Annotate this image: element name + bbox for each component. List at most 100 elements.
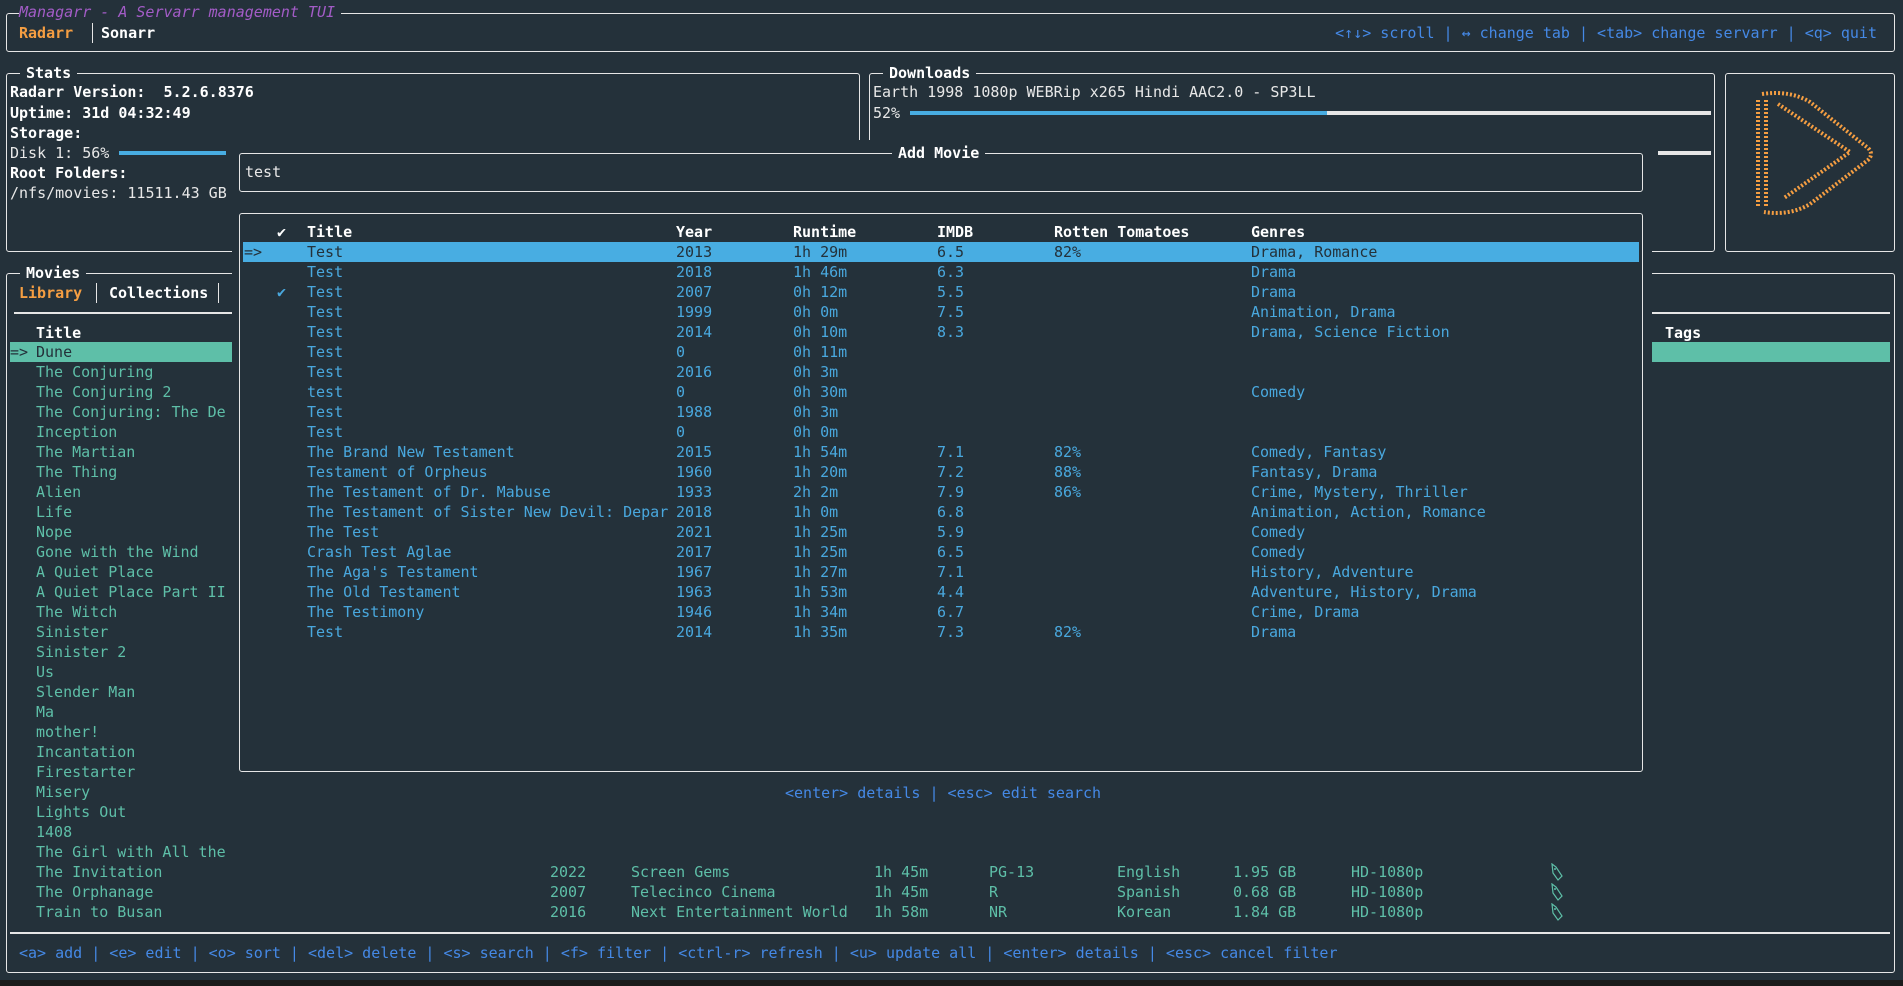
tab-radarr[interactable]: Radarr [19,24,74,42]
search-row-title[interactable]: Test [307,283,344,301]
search-row-title[interactable]: Test [307,363,344,381]
search-row-imdb: 4.4 [937,583,965,601]
search-row-title[interactable]: The Testament of Sister New Devil: Depar [307,503,669,521]
library-row-title[interactable]: The Thing [36,463,118,481]
library-row-studio: Screen Gems [631,863,731,881]
library-row-runtime: 1h 58m [874,903,929,921]
library-row-title[interactable]: Ma [36,703,55,721]
tab-sonarr[interactable]: Sonarr [101,24,156,42]
library-row-title[interactable]: Firestarter [36,763,136,781]
library-row-title[interactable]: Gone with the Wind [36,543,199,561]
library-row-title[interactable]: The Martian [36,443,136,461]
disk-usage-bar [119,151,226,155]
download-progress-bar-2 [1658,151,1711,155]
search-row-title[interactable]: The Testament of Dr. Mabuse [307,483,551,501]
search-row-genres: Comedy, Fantasy [1251,443,1387,461]
search-row-title[interactable]: Test [307,343,344,361]
tag-icon [1551,863,1563,881]
search-row-genres: Fantasy, Drama [1251,463,1378,481]
library-row-title[interactable]: Alien [36,483,82,501]
search-row-year: 2013 [676,243,713,261]
library-row-title[interactable]: Sinister [36,623,109,641]
search-row-rt: 88% [1054,463,1082,481]
library-row-title[interactable]: The Conjuring [36,363,154,381]
library-row-title[interactable]: The Conjuring 2 [36,383,172,401]
library-row-title[interactable]: The Conjuring: The De [36,403,226,421]
search-row-year: 2014 [676,623,713,641]
library-row-title[interactable]: Lights Out [36,803,127,821]
library-row-title[interactable]: Incantation [36,743,136,761]
search-row-title[interactable]: Test [307,303,344,321]
library-row-rating: NR [989,903,1008,921]
search-row-imdb: 6.5 [937,543,965,561]
library-row-runtime: 1h 45m [874,863,929,881]
search-row-runtime: 1h 46m [793,263,848,281]
library-row-title[interactable]: A Quiet Place Part II [36,583,226,601]
tab-collections[interactable]: Collections [109,284,209,302]
in-library-check-icon: ✔ [277,283,287,301]
search-row-year: 2018 [676,263,713,281]
search-row-imdb: 8.3 [937,323,965,341]
search-row-runtime: 2h 2m [793,483,839,501]
library-row-title[interactable]: Dune [36,343,73,361]
search-row-title[interactable]: test [307,383,344,401]
search-row-genres: Adventure, History, Drama [1251,583,1477,601]
radarr-logo-icon [1756,91,1873,215]
search-row-year: 0 [676,423,686,441]
search-row-title[interactable]: Test [307,423,344,441]
search-row-runtime: 1h 54m [793,443,848,461]
add-movie-search-input[interactable]: test [245,163,282,181]
search-row-genres: Drama [1251,623,1297,641]
tag-icon [1551,883,1563,901]
search-row-runtime: 0h 0m [793,423,839,441]
library-row-title[interactable]: Us [36,663,55,681]
library-row-language: Spanish [1117,883,1181,901]
library-row-title[interactable]: 1408 [36,823,73,841]
library-row-year: 2016 [550,903,587,921]
library-row-title[interactable]: The Witch [36,603,118,621]
library-row-title[interactable]: Inception [36,423,118,441]
search-row-imdb: 6.7 [937,603,965,621]
search-row-year: 1988 [676,403,713,421]
library-row-title[interactable]: The Invitation [36,863,163,881]
search-row-title[interactable]: The Testimony [307,603,425,621]
search-row-title[interactable]: Crash Test Aglae [307,543,452,561]
column-title: Title [307,223,353,241]
library-row-title[interactable]: Sinister 2 [36,643,127,661]
search-row-title[interactable]: Test [307,323,344,341]
search-row-title[interactable]: The Brand New Testament [307,443,515,461]
library-row-title[interactable]: Slender Man [36,683,136,701]
library-row-rating: R [989,883,999,901]
search-row-title[interactable]: Test [307,623,344,641]
radarr-version: Radarr Version: 5.2.6.8376 [10,83,254,101]
search-row-genres: Animation, Drama [1251,303,1396,321]
column-runtime: Runtime [793,223,857,241]
search-row-title[interactable]: Test [307,263,344,281]
search-row-title[interactable]: Testament of Orpheus [307,463,488,481]
library-row-title[interactable]: Misery [36,783,91,801]
tab-library[interactable]: Library [19,284,83,302]
search-row-title[interactable]: Test [307,403,344,421]
library-row-title[interactable]: A Quiet Place [36,563,154,581]
tab-divider [92,23,94,43]
search-row-year: 0 [676,383,686,401]
tab-divider [218,283,219,303]
search-row-title[interactable]: The Old Testament [307,583,461,601]
download-progress-bar [910,111,1711,115]
library-row-size: 1.95 GB [1233,863,1297,881]
search-row-title[interactable]: The Test [307,523,380,541]
search-row-title[interactable]: Test [307,243,344,261]
library-row-title[interactable]: Nope [36,523,73,541]
download-percent: 52% [873,104,901,122]
search-row-title[interactable]: The Aga's Testament [307,563,479,581]
search-row-genres: Comedy [1251,523,1306,541]
add-movie-title: Add Movie [892,143,986,163]
library-row-title[interactable]: Life [36,503,73,521]
search-row-genres: Drama [1251,263,1297,281]
library-row-title[interactable]: mother! [36,723,100,741]
search-row-imdb: 5.5 [937,283,965,301]
library-row-title[interactable]: Train to Busan [36,903,163,921]
library-row-title[interactable]: The Girl with All the [36,843,226,861]
library-row-title[interactable]: The Orphanage [36,883,154,901]
